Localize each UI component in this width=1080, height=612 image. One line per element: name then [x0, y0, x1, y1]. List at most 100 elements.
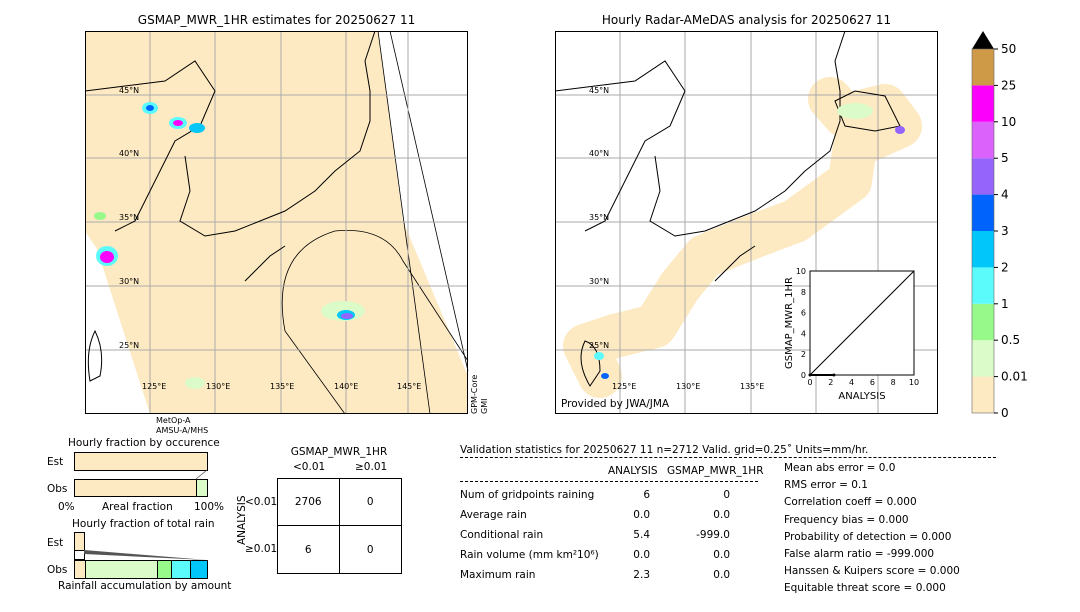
col-header: ≥0.01: [355, 461, 388, 473]
map-frame: [555, 31, 938, 414]
y-tick-label: 8: [801, 288, 806, 297]
lat-label: 30°N: [589, 277, 609, 286]
score-line: Correlation coeff = 0.000: [784, 496, 917, 509]
contingency-title: GSMAP_MWR_1HR: [290, 446, 388, 458]
lat-labels: 45°N 40°N 35°N 30°N 25°N: [119, 86, 139, 350]
y-tick-label: 6: [801, 309, 806, 318]
colorbar-segment: [972, 376, 994, 413]
x-tick-label: 0: [807, 378, 812, 387]
sensor-label: GMI: [480, 398, 489, 414]
estimate-value: -999.0: [696, 529, 730, 541]
analysis-value: 6: [643, 489, 650, 501]
y-tick-label: 4: [801, 329, 806, 338]
analysis-value: 2.3: [633, 569, 650, 581]
occurrence-title: Hourly fraction by occurence: [68, 437, 220, 449]
score-line: RMS error = 0.1: [784, 479, 868, 492]
colorbar-label: 1: [1001, 297, 1009, 311]
y-tick-label: 10: [796, 267, 806, 276]
colorbar-label: 50: [1001, 42, 1016, 56]
analysis-value: 5.4: [633, 529, 650, 541]
contingency-table: 2706 0 6 0: [277, 478, 402, 574]
score-line: Equitable threat score = 0.000: [784, 582, 946, 595]
sensor-label: MetOp-A: [156, 416, 191, 425]
lat-label: 40°N: [589, 149, 609, 158]
colorbar-segment: [972, 340, 994, 377]
stat-label: Conditional rain: [460, 529, 544, 541]
lon-label: 145°E: [397, 382, 421, 391]
colorbar-segment: [972, 85, 994, 122]
x-axis-label: Areal fraction: [102, 501, 173, 513]
colorbar-label: 3: [1001, 224, 1009, 238]
colorbar-label: 25: [1001, 78, 1016, 92]
x-tick-label: 10: [909, 378, 919, 387]
x-tick-label: 2: [828, 378, 833, 387]
colorbar-segment: [972, 49, 994, 86]
lon-label: 130°E: [676, 382, 700, 391]
stat-label: Maximum rain: [460, 569, 536, 581]
colorbar-segment: [972, 194, 994, 231]
colorbar-label: 10: [1001, 115, 1016, 129]
obs-bar-dry: [74, 479, 197, 497]
obs-bar-light: [196, 479, 208, 497]
colorbar-label: 0: [1001, 406, 1009, 420]
analysis-value: 0.0: [633, 549, 650, 561]
occurrence-chart: [74, 452, 208, 497]
colorbar-segment: [972, 267, 994, 304]
lon-label: 125°E: [612, 382, 636, 391]
score-line: Hanssen & Kuipers score = 0.000: [784, 565, 960, 578]
colorbar-label: 5: [1001, 151, 1009, 165]
lat-label: 25°N: [119, 341, 139, 350]
gridlines: [555, 31, 938, 414]
x-axis-label: ANALYSIS: [838, 391, 885, 402]
lon-label: 140°E: [334, 382, 358, 391]
x-tick-label: 4: [849, 378, 854, 387]
gridlines: [85, 31, 468, 414]
y-tick-label: 0: [801, 371, 806, 380]
x-tick: 100%: [194, 501, 225, 513]
coastline: [85, 31, 376, 382]
col-header: ANALYSIS: [608, 465, 658, 477]
table-cell: 0: [339, 479, 401, 526]
lat-label: 35°N: [589, 213, 609, 222]
sensor-label: GPM-Core: [470, 374, 479, 414]
lat-label: 45°N: [119, 86, 139, 95]
estimate-value: 0.0: [713, 569, 730, 581]
category-label: Obs: [47, 564, 68, 576]
analysis-value: 0.0: [633, 509, 650, 521]
colorbar-label: 0.5: [1001, 333, 1020, 347]
lat-label: 40°N: [119, 149, 139, 158]
total-rain-title: Hourly fraction of total rain: [72, 518, 215, 530]
no-data-region: [378, 31, 468, 376]
total-rain-chart: [74, 532, 208, 579]
score-line: Frequency bias = 0.000: [784, 513, 909, 526]
colorbar-segment: [972, 231, 994, 268]
right-map-title: Hourly Radar-AMeDAS analysis for 2025062…: [601, 13, 892, 27]
credit-label: Provided by JWA/JMA: [561, 398, 670, 410]
lon-label: 130°E: [206, 382, 230, 391]
estimate-value: 0.0: [713, 509, 730, 521]
colorbar-segment: [972, 303, 994, 341]
rain-echoes: [594, 103, 905, 379]
col-header: GSMAP_MWR_1HR: [667, 465, 764, 477]
rain-echoes: [94, 102, 365, 389]
map-frame: [85, 31, 468, 414]
left-map: 45°N 40°N 35°N 30°N 25°N 125°E 130°E 135…: [85, 31, 469, 415]
divider: [460, 457, 996, 458]
row-header: ≥0.01: [245, 543, 278, 555]
analysis-coverage: [563, 77, 922, 398]
y-axis-label: GSMAP_MWR_1HR: [784, 277, 795, 369]
colorbar-label: 4: [1001, 188, 1009, 202]
colorbar-segment: [972, 121, 994, 159]
score-line: Probability of detection = 0.000: [784, 530, 952, 543]
lon-label: 135°E: [270, 382, 294, 391]
lat-label: 45°N: [589, 86, 609, 95]
lon-label: 125°E: [142, 382, 166, 391]
diagonal-line: [809, 270, 915, 376]
lon-labels: 125°E 130°E 135°E: [612, 382, 764, 391]
x-tick-label: 8: [891, 378, 896, 387]
est-bar: [74, 452, 208, 471]
x-tick-label: 6: [870, 378, 875, 387]
lat-label: 35°N: [119, 213, 139, 222]
category-label: Est: [47, 456, 64, 468]
